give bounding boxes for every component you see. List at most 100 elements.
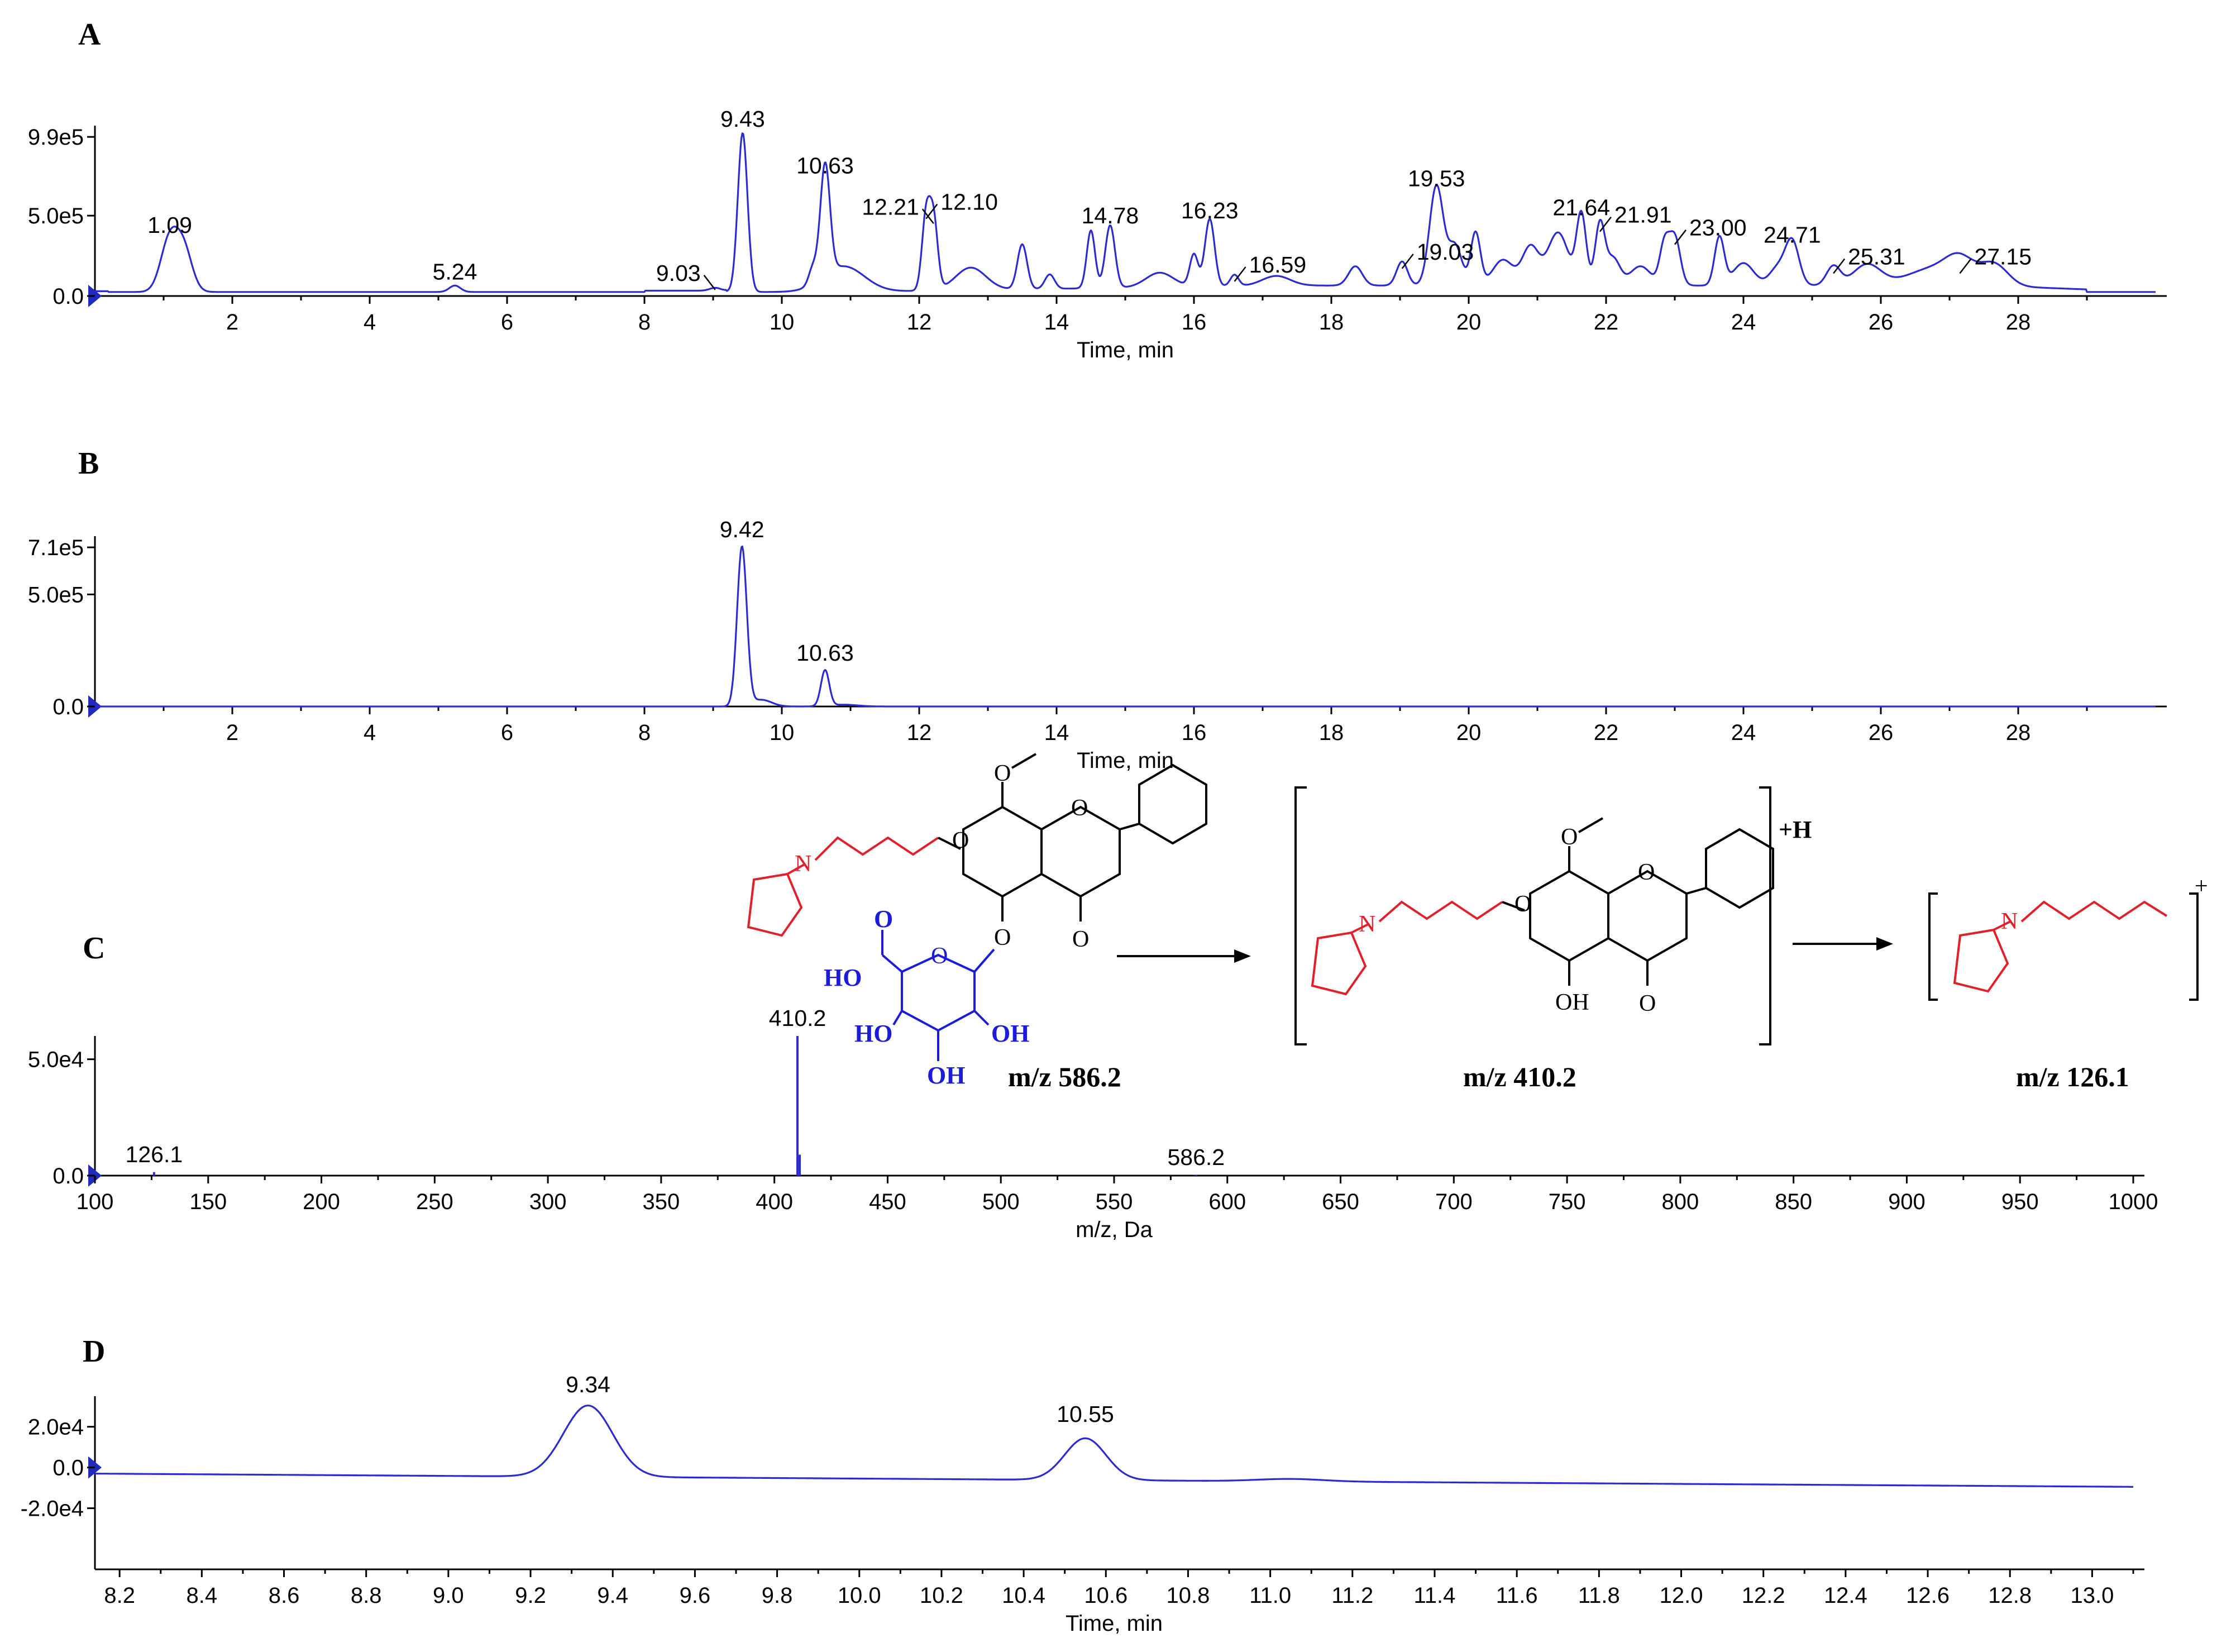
atom-o-ether-1: O	[952, 828, 969, 853]
x-tick-label-b: 24	[1731, 720, 1756, 745]
oh-bond-2	[892, 1010, 903, 1026]
x-tick-label-a: 14	[1044, 310, 1069, 335]
x-tick-label-c: 200	[303, 1190, 340, 1214]
atom-oh-3: OH	[927, 1062, 965, 1089]
x-tick-label-b: 12	[907, 720, 932, 745]
panel-letter-c: C	[83, 931, 105, 966]
flavone-ring-a-1	[962, 805, 1043, 898]
flavone-ring-c-2	[1607, 870, 1688, 962]
peak-label-a: 9.03	[656, 260, 701, 286]
x-tick-label-a: 2	[226, 310, 238, 335]
trace-a	[94, 132, 2156, 293]
x-tick-label-b: 8	[638, 720, 651, 745]
o-link-2	[1502, 901, 1525, 911]
n-link-1	[787, 863, 805, 875]
x-tick-label-b: 2	[226, 720, 238, 745]
peak-leader-a	[1599, 216, 1612, 232]
x-tick-label-d: 12.8	[1988, 1583, 2032, 1608]
chart-d: 8.2 8.4 8.6 8.8 9.0 9.2 9.4 9.6 9.8 10.0 10.2 10.4 1…	[21, 1372, 2144, 1636]
molecule-fragment: + N m/z 126.1	[1928, 873, 2208, 1092]
peak-label-a: 24.71	[1764, 222, 1821, 247]
peak-label-a: 5.24	[433, 259, 477, 284]
flavone-ring-c-1	[1040, 805, 1121, 898]
bracket-left-3	[1928, 892, 1938, 1001]
x-tick-label-d: 11.0	[1249, 1583, 1291, 1608]
peak-label-a: 1.09	[147, 212, 192, 238]
peak-label-a: 25.31	[1848, 243, 1905, 269]
atom-o-ring-gluc: O	[931, 943, 948, 969]
x-tick-label-c: 750	[1549, 1190, 1586, 1214]
arrow-2-head	[1876, 937, 1893, 951]
pentyl-chain-3	[2020, 900, 2168, 923]
peak-label-b: 10.63	[796, 640, 854, 666]
x-tick-label-a: 22	[1594, 310, 1619, 335]
x-tick-label-d: 8.8	[351, 1583, 382, 1608]
atom-o-gluc-1: O	[994, 925, 1011, 951]
mz-126-label: m/z 126.1	[2016, 1061, 2129, 1092]
panel-letter-b: B	[78, 446, 99, 481]
chart-a: 2 4 6 8 10 12 14 16 18 20 22 24 26 280.05.0e59.9e5Tim…	[28, 106, 2167, 362]
panel-letter-d: D	[83, 1334, 105, 1369]
x-tick-label-c: 350	[643, 1190, 680, 1214]
peak-label-a: 19.03	[1417, 239, 1474, 265]
x-tick-label-c: 900	[1888, 1190, 1926, 1214]
x-tick-label-a: 28	[2006, 310, 2031, 335]
x-tick-label-c: 100	[77, 1190, 114, 1214]
y-tick-label-c: 0.0	[52, 1164, 84, 1188]
x-tick-label-a: 26	[1869, 310, 1894, 335]
x-tick-label-d: 9.6	[680, 1583, 711, 1608]
x-tick-label-c: 600	[1208, 1190, 1246, 1214]
atom-o-methoxy-1: O	[994, 761, 1011, 786]
atom-n-2: N	[1359, 911, 1375, 937]
mz-410-label: m/z 410.2	[1463, 1061, 1576, 1092]
peak-leader-a	[1234, 266, 1246, 282]
butyl-chain-2	[1378, 900, 1503, 923]
x-tick-label-d: 8.4	[187, 1583, 218, 1608]
x-axis-title-c: m/z, Da	[1076, 1217, 1153, 1242]
x-tick-label-d: 12.4	[1824, 1583, 1867, 1608]
peak-label-b: 9.42	[720, 517, 765, 542]
atom-ho-2: HO	[854, 1020, 892, 1047]
atom-o-ether-2: O	[1514, 891, 1531, 917]
atom-o-carbonyl-1: O	[1072, 927, 1089, 952]
atom-oh-4: OH	[991, 1020, 1029, 1047]
x-tick-label-b: 10	[770, 720, 795, 745]
x-tick-label-a: 8	[638, 310, 651, 335]
atom-o-carboxyl: O	[874, 905, 893, 933]
peak-label-a: 12.21	[862, 194, 919, 219]
y-tick-label-d: -2.0e4	[21, 1497, 84, 1521]
x-tick-label-d: 13.0	[2070, 1583, 2114, 1608]
x-tick-label-a: 12	[907, 310, 932, 335]
y-tick-label-c: 5.0e4	[28, 1048, 84, 1072]
x-tick-label-b: 22	[1594, 720, 1619, 745]
bracket-right-2	[1759, 786, 1771, 1045]
x-tick-label-b: 28	[2006, 720, 2031, 745]
x-tick-label-d: 8.2	[104, 1583, 135, 1608]
phenyl-ring-2	[1705, 828, 1774, 909]
x-tick-label-c: 400	[756, 1190, 793, 1214]
peak-label-c: 410.2	[769, 1005, 826, 1031]
butyl-chain-1	[814, 836, 939, 861]
x-tick-label-c: 650	[1322, 1190, 1359, 1214]
chart-c: 100 150 200 250 300 350 400 450 500 550 600 650 700 7…	[28, 1005, 2158, 1242]
methyl-1	[1011, 753, 1037, 769]
x-tick-label-d: 11.6	[1496, 1583, 1538, 1608]
x-tick-label-d: 11.2	[1331, 1583, 1373, 1608]
peak-label-d: 10.55	[1057, 1401, 1114, 1427]
bracket-right-3	[2189, 892, 2199, 1001]
x-tick-label-a: 20	[1456, 310, 1482, 335]
x-tick-label-d: 10.4	[1002, 1583, 1045, 1608]
x-axis-title-d: Time, min	[1066, 1611, 1163, 1636]
atom-o-ring-2: O	[1638, 860, 1655, 885]
peak-label-a: 21.64	[1552, 194, 1610, 220]
mz-586-label: m/z 586.2	[1008, 1061, 1121, 1092]
x-axis-title-b: Time, min	[1077, 748, 1174, 773]
x-tick-label-d: 9.2	[515, 1583, 546, 1608]
peak-label-a: 10.63	[796, 153, 854, 179]
x-tick-label-d: 10.0	[838, 1583, 881, 1608]
x-tick-label-b: 26	[1869, 720, 1894, 745]
x-tick-label-d: 10.2	[920, 1583, 963, 1608]
x-tick-label-a: 18	[1319, 310, 1344, 335]
phenyl-link-1	[1119, 823, 1140, 830]
peak-label-a: 9.43	[720, 106, 765, 132]
